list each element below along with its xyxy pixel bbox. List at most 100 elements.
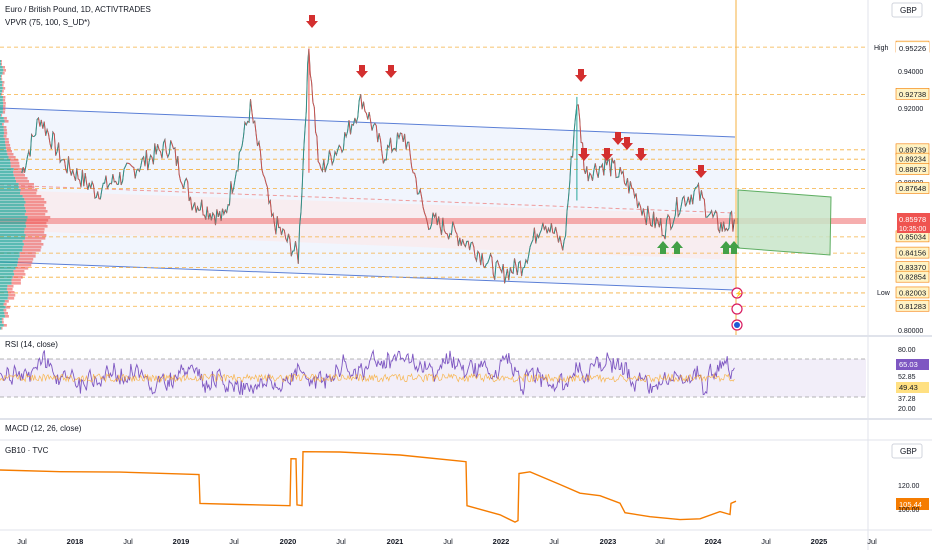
last-price-value: 0.85978 [899,215,926,224]
volume-bar-down [4,312,8,315]
rsi-title[interactable]: RSI (14, close) [5,340,58,349]
volume-bar-up [0,219,27,222]
volume-bar-up [0,186,19,189]
time-label: Jul [867,537,877,546]
volume-bar-up [0,300,5,303]
volume-bar-up [0,243,24,246]
volume-bar-up [0,258,19,261]
time-label: 2022 [493,537,510,546]
volume-bar-down [27,216,51,219]
volume-bar-up [0,123,3,126]
volume-bar-up [0,120,5,123]
volume-bar-up [0,198,25,201]
level-tag-value: 0.82854 [899,273,926,282]
volume-bar-up [0,264,18,267]
volume-bar-up [0,159,11,162]
volume-bar-down [2,108,6,111]
volume-bar-down [1,327,3,330]
volume-bar-down [1,114,3,117]
vpvr-indicator-label[interactable]: VPVR (75, 100, S_UD*) [5,18,90,27]
level-tag-value: 0.85034 [899,232,926,241]
arrow-down-icon [621,137,633,150]
gb10-currency-box[interactable] [891,443,923,459]
volume-bar-up [0,318,2,321]
volume-bar-up [0,135,4,138]
arrow-up-icon [728,241,740,254]
volume-bar-down [20,192,37,195]
rsi-signal-value: 49.43 [899,383,918,392]
volume-bar-down [1,93,3,96]
volume-bar-down [3,102,6,105]
time-label: Jul [443,537,453,546]
volume-bar-up [0,327,2,330]
volume-bar-down [13,171,24,174]
volume-bar-up [0,132,4,135]
level-tag-value: 0.81283 [899,302,926,311]
event-icon-flash[interactable] [731,287,743,299]
gb10-line [0,450,737,523]
volume-bar-down [26,219,49,222]
low-label: Low [877,290,891,297]
volume-bar-down [24,231,45,234]
volume-bar-down [10,162,20,165]
volume-bar-down [17,264,32,267]
currency-box[interactable] [891,2,923,18]
projection-box [737,189,832,256]
channel-upper-line [0,107,736,138]
volume-bar-up [0,303,4,306]
volume-bar-down [15,177,28,180]
volume-bar-down [3,117,7,120]
arrow-down-icon [385,65,397,78]
volume-bar-up [0,192,21,195]
level-tag-value: 0.95226 [899,44,926,53]
volume-bar-up [0,255,20,258]
volume-bar-down [25,234,47,237]
event-icon-flag[interactable] [731,303,743,315]
symbol-title[interactable]: Euro / British Pound, 1D, ACTIVTRADES [5,5,151,14]
volume-bar-down [1,78,3,81]
volume-bar-up [0,150,7,153]
volume-bar-down [25,207,46,210]
volume-bar-up [0,108,3,111]
volume-bar-up [0,276,13,279]
volume-bar-down [19,252,36,255]
time-label: Jul [655,537,665,546]
gb10-pane[interactable]: GB10 · TVC GBP 120.00 105.44 100.00 [0,443,929,523]
arrow-down-icon [306,15,318,28]
time-axis[interactable]: Jul 2018 Jul 2019 Jul 2020 Jul 2021 Jul 2022 Jul 20… [0,529,932,546]
volume-bar-down [2,81,5,84]
volume-bar-up [0,324,4,327]
price-pane[interactable]: ⚡ [0,0,866,335]
volume-bar-up [0,156,9,159]
time-label: 2025 [811,537,828,546]
price-series-down [22,48,734,284]
volume-bar-down [3,105,6,108]
volume-bar-up [0,162,11,165]
volume-bar-up [0,210,27,213]
volume-bar-down [25,201,47,204]
volume-bar-down [22,195,42,198]
volume-bar-up [0,282,12,285]
macd-title[interactable]: MACD (12, 26, close) [5,424,82,433]
rsi-pane[interactable]: RSI (14, close) 80.00 65.03 52.85 49.43 … [0,340,929,413]
volume-bar-down [22,240,42,243]
rsi-tick-80: 80.00 [898,347,916,354]
volume-bar-down [10,165,20,168]
volume-bar-up [0,309,4,312]
gb10-title[interactable]: GB10 · TVC [5,446,49,455]
arrow-down-icon [635,148,647,161]
volume-bar-down [7,297,15,300]
volume-bar-up [0,165,11,168]
volume-bar-down [8,294,16,297]
volume-bar-down [2,72,5,75]
annotation-arrows [306,15,740,254]
last-price-tag [897,213,930,233]
volume-bar-up [0,96,3,99]
volume-bar-up [0,171,14,174]
level-lines [0,46,866,307]
arrow-down-icon [695,165,707,178]
poc-band [0,218,866,224]
arrow-down-icon [601,148,613,161]
